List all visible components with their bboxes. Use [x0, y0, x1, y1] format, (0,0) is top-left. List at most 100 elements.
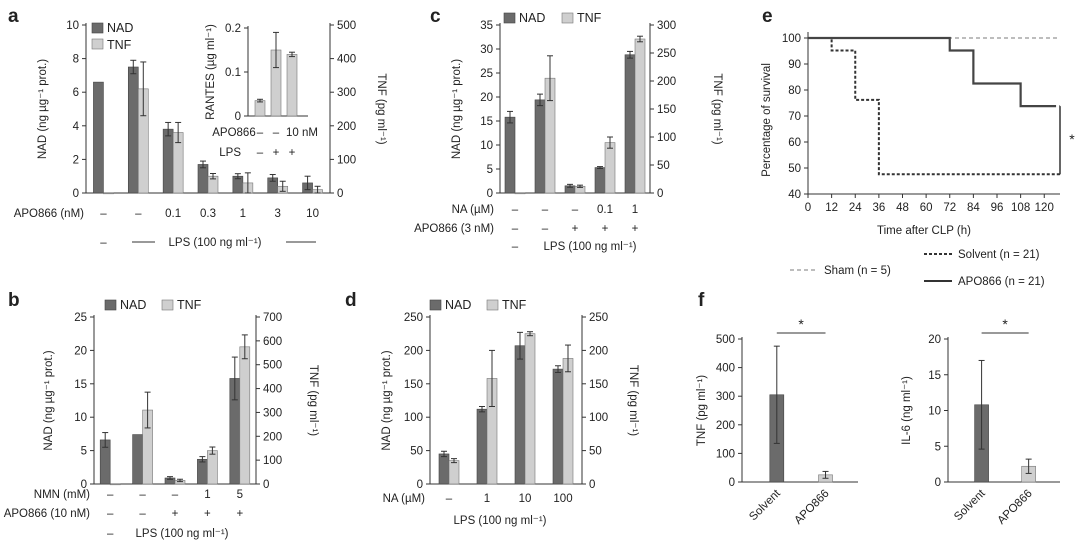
- inset-y-tick-label: 0: [235, 111, 241, 123]
- y-axis-title: NAD (ng µg⁻¹ prot.): [37, 59, 49, 159]
- legend-nad-label: NAD: [519, 11, 545, 25]
- y-tick-label: 500: [716, 334, 735, 346]
- y-tick-label: 10: [74, 412, 87, 424]
- condition-cell: –: [172, 489, 179, 501]
- y2-axis-title: TNF (pg ml⁻¹): [627, 365, 639, 436]
- condition-cell: +: [572, 223, 579, 235]
- y2-tick-label: 250: [657, 48, 676, 60]
- panel-e-chart: 40 50 60 70 80 90 100 0 12 24 36 48 60 72 84 96 108 120 Pe…: [761, 32, 1075, 237]
- y2-axis-title: TNF (pg ml⁻¹): [375, 73, 387, 144]
- y-tick-label: 400: [716, 363, 735, 375]
- condition-cell: –: [100, 237, 107, 249]
- y-tick-label: 0: [73, 188, 79, 200]
- inset-row1-label: APO866: [212, 127, 255, 139]
- y-axis-title: IL-6 (ng ml⁻¹): [901, 376, 913, 445]
- nad-bar: [476, 408, 488, 485]
- y-tick-label: 35: [480, 20, 493, 32]
- nad-bar: [93, 81, 104, 194]
- x-tick-label: 24: [849, 202, 862, 214]
- tnf-bar: [514, 192, 526, 195]
- legend-tnf-label: TNF: [577, 11, 602, 25]
- y-tick-label: 25: [74, 312, 87, 324]
- y2-tick-label: 100: [263, 455, 282, 467]
- y-tick-label: 15: [928, 370, 941, 382]
- x-tick-label: 0: [805, 202, 811, 214]
- condition-row-label: NA (µM): [383, 493, 426, 505]
- inset-rantes-bar: [254, 100, 266, 117]
- condition-cell: 1: [484, 493, 490, 505]
- y-tick-label: 6: [73, 87, 79, 99]
- y-tick-label: 50: [410, 446, 423, 458]
- y-tick-label: 4: [73, 121, 80, 133]
- lps-label: LPS (100 ng ml⁻¹): [169, 237, 262, 249]
- legend-tnf-swatch: [91, 38, 104, 50]
- inset-row2-label: LPS: [219, 147, 241, 159]
- y-axis-title: NAD (ng µg⁻¹ prot.): [451, 59, 463, 159]
- x-tick-label: 96: [991, 202, 1004, 214]
- y-tick-label: 100: [404, 412, 423, 424]
- y-tick-label: 10: [928, 406, 941, 418]
- legend-tnf-label: TNF: [502, 298, 527, 312]
- condition-cell: 0.1: [165, 208, 181, 220]
- y-tick-label: 200: [404, 345, 423, 357]
- x-tick-label: 36: [872, 202, 885, 214]
- y2-tick-label: 150: [589, 379, 608, 391]
- condition-cell: 100: [553, 493, 572, 505]
- x-category-label: Solvent: [747, 487, 783, 523]
- legend-nad-label: NAD: [120, 298, 146, 312]
- y-tick-label: 5: [935, 441, 941, 453]
- y2-tick-label: 200: [589, 345, 608, 357]
- condition-cell: 3: [275, 208, 281, 220]
- condition-cell: –: [512, 241, 519, 253]
- nad-bar: [552, 368, 564, 485]
- inset-cell: +: [289, 147, 296, 159]
- condition-cell: 10: [519, 493, 532, 505]
- condition-cell: –: [542, 204, 549, 216]
- condition-cell: –: [100, 208, 107, 220]
- legend-tnf-swatch: [561, 12, 574, 24]
- x-tick-label: 108: [1011, 202, 1030, 214]
- y-tick-label: 250: [404, 312, 423, 324]
- condition-row-label: NMN (mM): [34, 489, 90, 501]
- condition-cell: –: [135, 208, 142, 220]
- y2-tick-label: 0: [657, 188, 663, 200]
- y-tick-label: 80: [788, 85, 801, 97]
- y-axis-title: NAD (ng µg⁻¹ prot.): [381, 350, 393, 450]
- y2-tick-label: 0: [589, 479, 595, 491]
- lps-label: LPS (100 ng ml⁻¹): [136, 528, 229, 540]
- legend-tnf-label: TNF: [107, 38, 132, 52]
- x-tick-label: 60: [920, 202, 933, 214]
- panel-c-chart: 0 5 10 15 20 25 30 35 0 50 100 150 200 250 300 NAD (ng …: [414, 11, 723, 253]
- condition-cell: –: [139, 508, 146, 520]
- y-tick-label: 100: [782, 33, 801, 45]
- y2-axis-title: TNF (pg ml⁻¹): [711, 73, 723, 144]
- condition-cell: 1: [240, 208, 246, 220]
- y2-tick-label: 500: [263, 360, 282, 372]
- y2-tick-label: 50: [657, 160, 670, 172]
- y-tick-label: 100: [716, 448, 735, 460]
- condition-row-label: APO866 (3 nM): [414, 223, 494, 235]
- y-axis-title: NAD (ng µg⁻¹ prot.): [43, 350, 55, 450]
- tnf-bar: [207, 450, 218, 485]
- y2-tick-label: 500: [337, 20, 356, 32]
- y-tick-label: 60: [788, 137, 801, 149]
- panel-label-f: f: [698, 290, 705, 311]
- condition-cell: –: [572, 204, 579, 216]
- nad-bar: [197, 164, 209, 194]
- y2-axis-title: TNF (pg ml⁻¹): [307, 365, 319, 436]
- significance-star: *: [798, 316, 804, 332]
- x-tick-label: 48: [896, 202, 909, 214]
- y2-tick-label: 300: [263, 407, 282, 419]
- nad-bar: [624, 54, 636, 194]
- x-category-label: APO866: [996, 488, 1035, 527]
- tnf-bar: [524, 333, 536, 485]
- tnf-bar: [562, 358, 574, 485]
- x-axis-title: Time after CLP (h): [877, 225, 971, 237]
- condition-cell: –: [446, 493, 453, 505]
- y2-tick-label: 0: [263, 479, 269, 491]
- inset-y-tick-label: 0.2: [225, 23, 241, 35]
- y-tick-label: 5: [487, 164, 493, 176]
- y2-tick-label: 600: [263, 336, 282, 348]
- condition-cell: –: [542, 223, 549, 235]
